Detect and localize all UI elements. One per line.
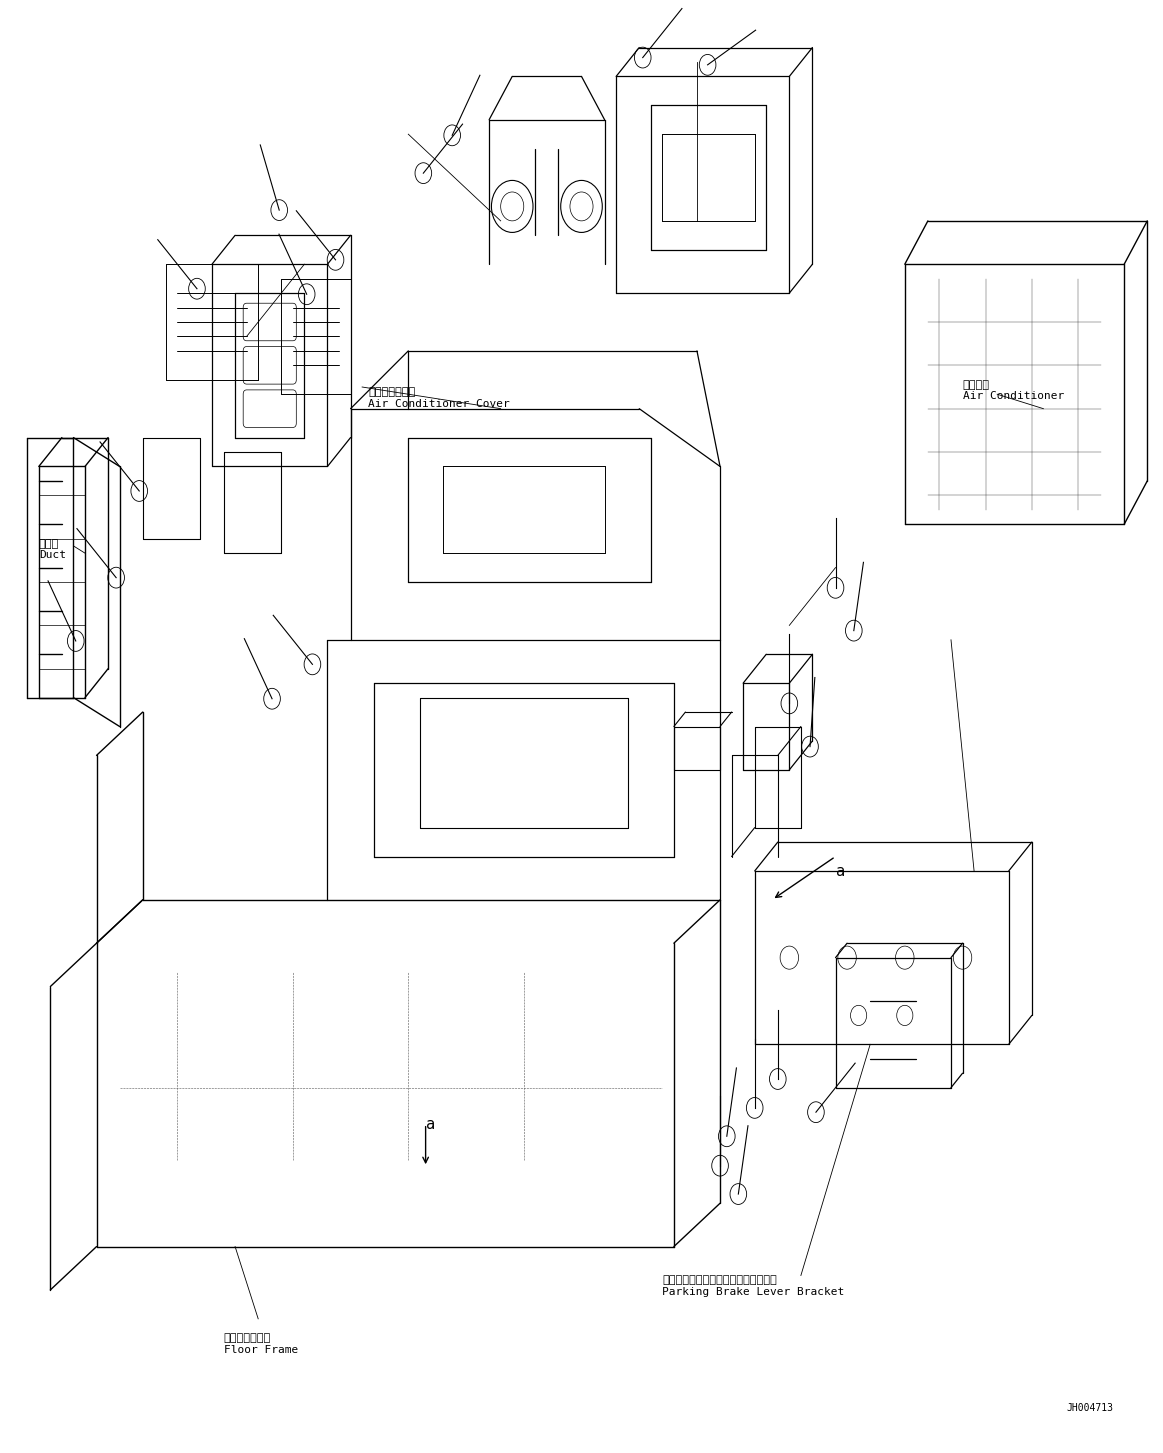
Text: エアコン
Air Conditioner: エアコン Air Conditioner [963, 379, 1064, 401]
Text: a: a [835, 863, 844, 879]
Text: フロアフレーム
Floor Frame: フロアフレーム Floor Frame [223, 1334, 298, 1354]
Text: パーキングブレーキレバーブラケット
Parking Brake Lever Bracket: パーキングブレーキレバーブラケット Parking Brake Lever Br… [662, 1276, 844, 1298]
Text: エアコンカバー
Air Conditioner Cover: エアコンカバー Air Conditioner Cover [368, 386, 509, 408]
Text: a: a [426, 1116, 435, 1132]
Text: JH004713: JH004713 [1066, 1402, 1113, 1412]
Text: ダクト
Duct: ダクト Duct [38, 539, 66, 561]
